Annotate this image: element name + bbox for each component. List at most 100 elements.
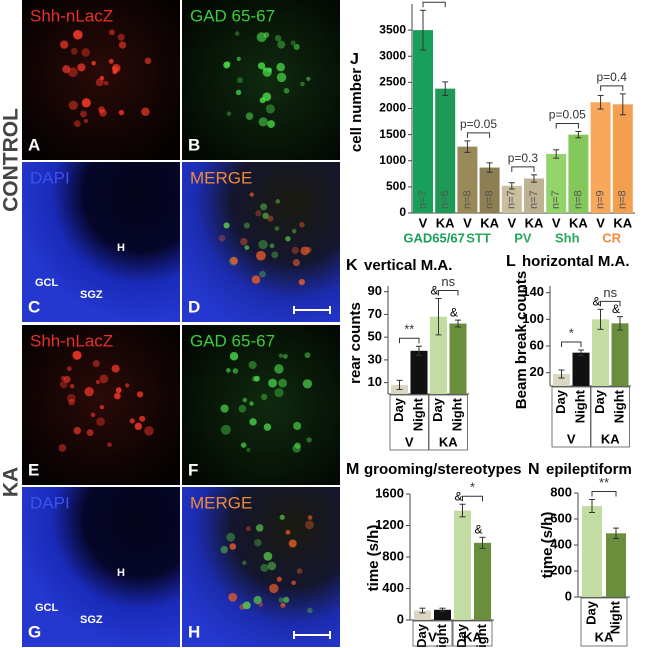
cell <box>283 596 290 603</box>
y-tick-label: 500 <box>386 179 406 193</box>
cell <box>249 418 257 426</box>
error-bar <box>455 319 461 328</box>
cell <box>258 601 264 607</box>
cell <box>294 442 301 449</box>
cell <box>235 89 242 96</box>
bar-label: n=7 <box>417 190 429 209</box>
cell <box>73 426 82 435</box>
bar-label: n=9 <box>595 190 607 209</box>
cell <box>129 418 135 424</box>
cell <box>72 350 82 360</box>
cell <box>240 442 247 448</box>
stain-label: GAD 65-67 <box>190 6 275 25</box>
cell <box>278 353 283 358</box>
cell <box>302 379 313 389</box>
cell <box>144 426 154 436</box>
y-tick-label: 20 <box>530 364 544 379</box>
x-tick-label: Day <box>414 623 429 648</box>
region-label: SGZ <box>80 614 103 626</box>
cell <box>115 387 122 394</box>
cell <box>242 601 251 610</box>
error-bar <box>396 379 403 390</box>
cell <box>242 560 247 566</box>
bar <box>592 319 609 386</box>
cell <box>277 40 286 49</box>
micrograph-panel: GAD 65-67 F <box>182 325 340 485</box>
cell <box>62 65 71 74</box>
stain-label: GAD 65-67 <box>190 331 275 350</box>
cell <box>246 526 251 532</box>
cell <box>139 415 146 422</box>
y-tick-label: 3000 <box>379 48 406 62</box>
cell <box>58 444 67 452</box>
stain-label: DAPI <box>30 168 70 187</box>
y-tick-label: 50 <box>368 329 382 344</box>
cell <box>218 234 226 242</box>
cell <box>257 62 266 70</box>
cell <box>262 92 272 102</box>
x-tick-label: Day <box>583 600 598 625</box>
panel-letter: K <box>346 257 358 274</box>
bar <box>414 610 431 620</box>
group-label: KA <box>601 431 620 446</box>
panel-letter: M <box>346 461 359 478</box>
cell <box>220 424 231 435</box>
cell <box>274 226 280 231</box>
cell <box>258 239 268 250</box>
cell <box>91 61 96 66</box>
chart-title: grooming/stereotypes <box>364 461 522 478</box>
micrograph <box>22 487 180 647</box>
significance-label: ** <box>599 475 609 490</box>
cell <box>86 429 94 436</box>
bar <box>524 178 544 213</box>
bar <box>449 323 467 394</box>
cell <box>291 246 299 254</box>
significance-label: * <box>470 480 475 495</box>
side-label: KA <box>0 467 23 497</box>
group-label: CR <box>602 230 621 245</box>
bar-label: n=8 <box>617 190 629 209</box>
x-tick-label: KA <box>569 215 588 230</box>
bar-label: n=8 <box>461 190 473 209</box>
cell <box>271 251 279 259</box>
cell <box>66 366 72 372</box>
group-label: KA <box>439 434 458 449</box>
side-label: CONTROL <box>0 108 23 212</box>
stain-label: Shh-nLacZ <box>30 331 113 350</box>
panel-letter: H <box>188 622 200 641</box>
bracket <box>422 1 446 8</box>
cell <box>248 360 257 370</box>
cell <box>293 421 302 431</box>
bracket <box>462 495 483 502</box>
x-tick-label: Night <box>611 389 626 423</box>
x-tick-label: KA <box>436 215 455 230</box>
cell <box>274 364 284 374</box>
cell <box>223 61 231 69</box>
error-bar <box>508 182 515 190</box>
y-axis-title: Beam break counts <box>513 271 530 409</box>
panel-letter: G <box>28 622 41 641</box>
cell <box>80 110 87 118</box>
micrograph <box>182 325 340 485</box>
bracket <box>399 337 420 344</box>
cell <box>220 545 228 554</box>
cell <box>77 63 86 72</box>
bar-annotation: & <box>474 522 482 536</box>
cell <box>261 393 268 401</box>
y-tick-label: 1000 <box>379 153 406 167</box>
cell <box>278 597 284 603</box>
cell <box>262 212 269 220</box>
micrograph-panel: MERGE D <box>182 162 340 322</box>
cell <box>240 237 248 246</box>
micrograph-panel: Shh-nLacZ E <box>22 325 180 485</box>
cell <box>293 43 300 50</box>
cell <box>256 250 266 261</box>
x-tick-label: Night <box>434 623 449 648</box>
micrograph-panel: DAPI C H GCL SGZ <box>22 162 180 322</box>
cell <box>95 78 104 87</box>
y-tick-label: 600 <box>550 510 572 525</box>
cell <box>290 40 296 46</box>
cell <box>229 351 239 361</box>
cell <box>117 33 125 41</box>
x-tick-label: KA <box>613 215 632 230</box>
